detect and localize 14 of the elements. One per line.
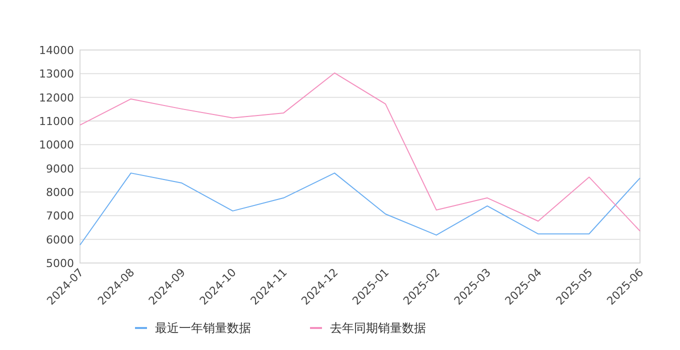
- y-tick-label: 6000: [46, 233, 74, 246]
- y-tick-label: 5000: [46, 257, 74, 270]
- legend-label: 最近一年销量数据: [155, 321, 251, 335]
- y-tick-label: 14000: [39, 44, 74, 57]
- y-tick-label: 8000: [46, 186, 74, 199]
- line-series: [80, 172, 640, 246]
- y-tick-label: 13000: [39, 68, 74, 81]
- y-tick-label: 7000: [46, 210, 74, 223]
- y-tick-label: 10000: [39, 138, 74, 152]
- line-series: [80, 72, 640, 232]
- legend-label: 去年同期销量数据: [330, 321, 426, 335]
- y-tick-label: 9000: [46, 162, 74, 176]
- y-tick-label: 11000: [39, 115, 74, 128]
- y-tick-label: 12000: [39, 91, 74, 104]
